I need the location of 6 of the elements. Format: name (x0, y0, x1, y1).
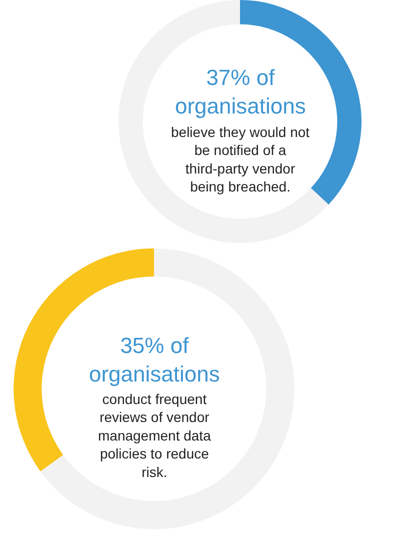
text: 35% of organisations (89, 333, 220, 387)
text: 37% of organisations (175, 65, 306, 119)
text: believe they would not be notified of a third-party vendor being breached. (171, 124, 310, 195)
text: conduct frequent reviews of vendor management data policies to reduce risk. (98, 391, 212, 480)
donut-slice (118, 0, 329, 243)
donut-slice (40, 248, 294, 530)
